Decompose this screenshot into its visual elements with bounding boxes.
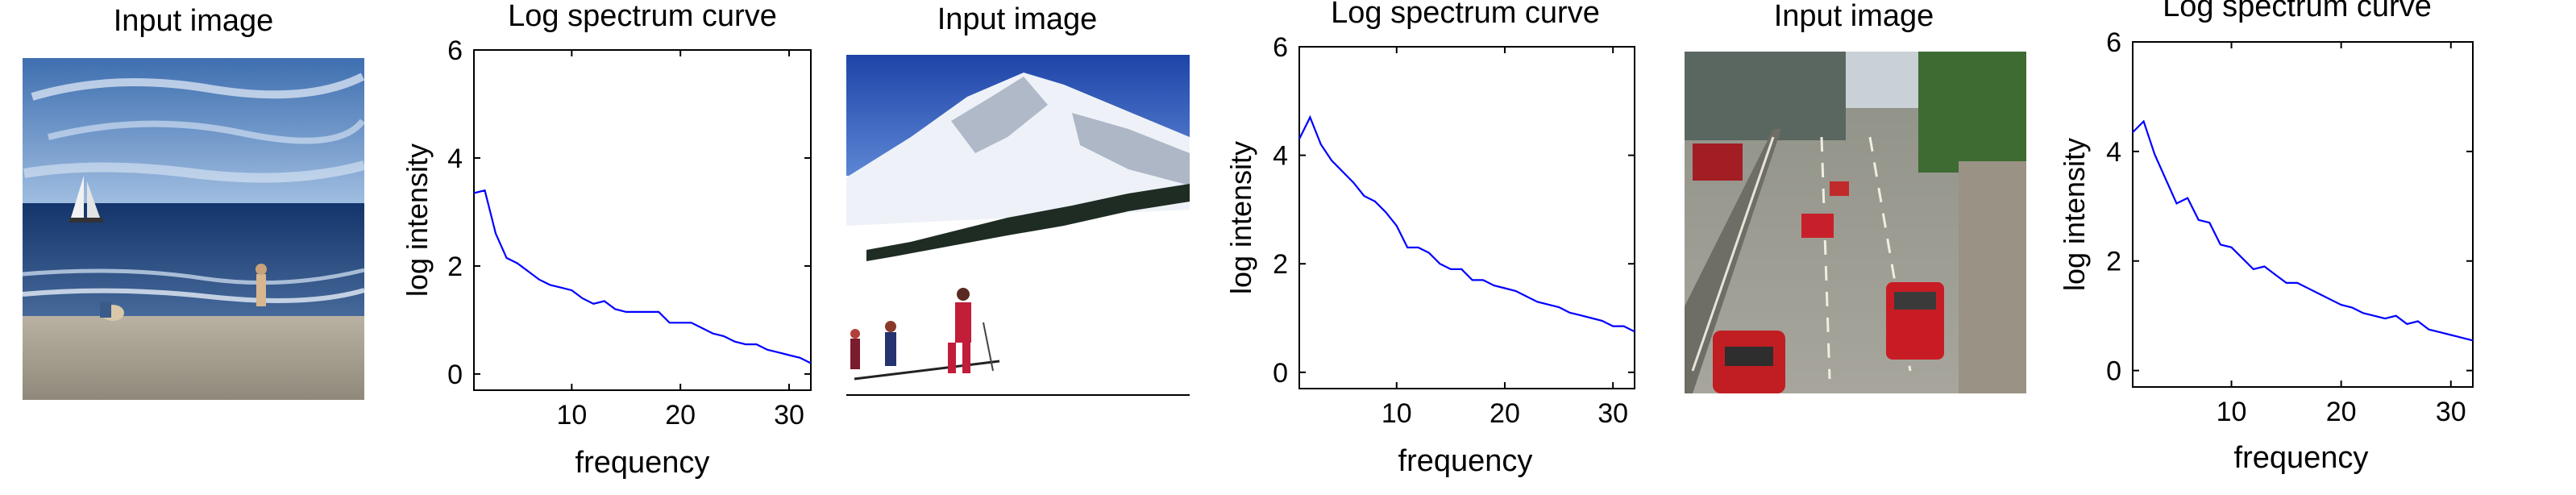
y-tick-label: 2 [447, 252, 463, 282]
y-tick-label: 6 [447, 35, 463, 66]
plot-frame [2132, 41, 2474, 388]
spectrum-chart-2: Log spectrum curve 0 2 4 6 10 20 30 log intens… [1224, 0, 1635, 478]
x-tick-label: 20 [2326, 397, 2357, 427]
beach-sailboat-scene [22, 58, 366, 400]
y-tick-label: 0 [1273, 358, 1288, 389]
y-tick-label: 4 [447, 144, 463, 174]
x-tick-label: 30 [2436, 397, 2466, 427]
spectrum-line-series [473, 189, 812, 364]
y-tick-label: 6 [2106, 27, 2121, 58]
city-street-traffic-scene [1685, 52, 2026, 393]
x-tick-label: 30 [774, 400, 804, 431]
x-tick-label: 10 [2217, 397, 2247, 427]
y-tick-label: 4 [1273, 141, 1288, 172]
y-tick-label: 6 [1273, 32, 1288, 63]
y-axis-label: log intensity [401, 144, 434, 297]
x-tick-label: 20 [665, 400, 696, 431]
y-tick-label: 2 [2106, 247, 2121, 277]
chart-title: Log spectrum curve [508, 0, 777, 33]
x-tick-label: 30 [1598, 398, 1628, 429]
y-axis-label: log intensity [1224, 141, 1257, 294]
spectrum-chart-3: Log spectrum curve 0 2 4 6 10 20 30 log intens… [2058, 0, 2474, 475]
chart-title: Log spectrum curve [2163, 0, 2432, 23]
x-axis-label: frequency [575, 446, 710, 480]
y-axis-label: log intensity [2058, 138, 2091, 291]
input-image-title: Input image [937, 2, 1098, 36]
plot-frame [1298, 46, 1635, 389]
y-tick-label: 0 [2106, 356, 2121, 387]
x-tick-label: 20 [1490, 398, 1520, 429]
input-image-panel-3: Input image [1685, 0, 2026, 393]
x-axis-label: frequency [2234, 441, 2369, 475]
spectrum-line-series [2132, 119, 2474, 342]
snowy-mountain-skiers-scene [846, 55, 1190, 397]
x-axis-label: frequency [1398, 444, 1533, 478]
y-tick-label: 2 [1273, 249, 1288, 280]
x-tick-label: 10 [1381, 398, 1412, 429]
y-tick-label: 4 [2106, 137, 2121, 168]
plot-frame [473, 49, 812, 391]
input-image-panel-2: Input image [846, 2, 1190, 397]
input-image-title: Input image [1774, 0, 1934, 33]
spectrum-chart-1: Log spectrum curve 0 2 4 6 10 20 30 log intens… [401, 0, 812, 480]
y-tick-label: 0 [447, 360, 463, 390]
input-image-title: Input image [114, 4, 274, 38]
spectrum-line-series [1298, 114, 1635, 333]
chart-title: Log spectrum curve [1331, 0, 1600, 30]
input-image-panel-1: Input image [22, 4, 366, 400]
x-tick-label: 10 [556, 400, 587, 431]
